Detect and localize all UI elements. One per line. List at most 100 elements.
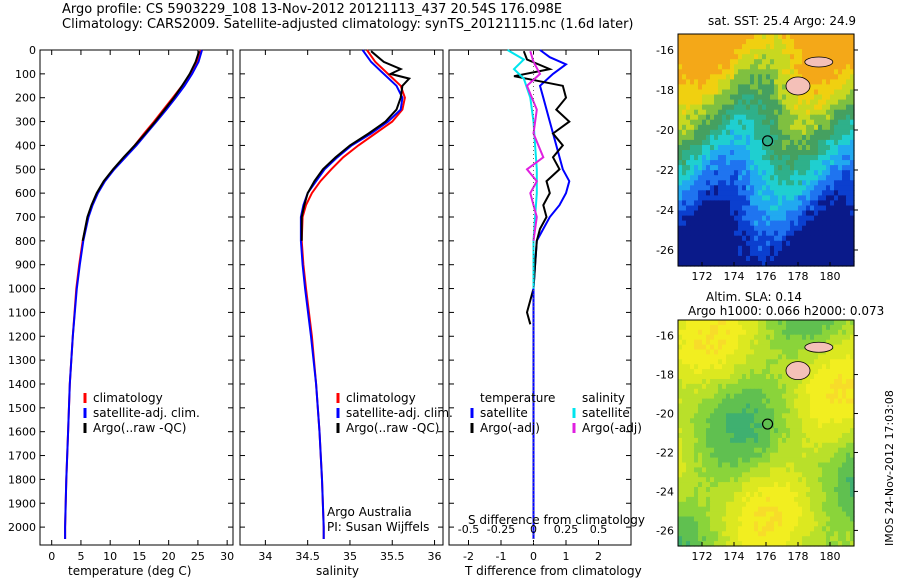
difference-legend-label: satellite [582,406,630,420]
salinity-xtick-label: 35 [343,550,357,563]
header-title-line1: Argo profile: CS 5903229_108 13-Nov-2012… [62,2,563,17]
temperature-xtick-label: 15 [132,550,146,563]
difference-xlabel: T difference from climatology [465,564,642,578]
sla-map-ytick-label: -16 [656,330,674,343]
salinity-xtick-label: 35.5 [380,550,405,563]
temperature-legend-label: satellite-adj. clim. [93,406,200,420]
depth-tick-label: 1700 [8,450,36,463]
salinity-annotation-line2: PI: Susan Wijffels [327,520,430,534]
footer-stamp: IMOS 24-Nov-2012 17:03:08 [883,390,896,546]
sla-map-ytick-label: -20 [656,408,674,421]
difference-legend-label: Argo(-adj) [582,421,642,435]
difference-xtick-label: 1 [563,550,570,563]
temperature-xtick-label: 20 [162,550,176,563]
temperature-xtick-label: 0 [48,550,55,563]
difference-legend-label: satellite [480,406,528,420]
salinity-annotation-line1: Argo Australia [327,505,412,519]
sst-map-ytick-label: -22 [656,164,674,177]
depth-tick-label: 500 [15,163,36,176]
depth-tick-label: 1100 [8,306,36,319]
depth-tick-label: 800 [15,235,36,248]
depth-tick-label: 200 [15,92,36,105]
salinity-legend-label: satellite-adj. clim. [346,406,453,420]
difference-xtick-label: 0 [530,550,537,563]
salinity-xtick-label: 34 [258,550,272,563]
salinity-legend-label: Argo(..raw -QC) [346,421,439,435]
temperature-series-2 [81,50,201,241]
sst-float-marker [761,135,774,147]
temperature-series-1 [64,49,203,539]
salinity-xtick-label: 34.5 [295,550,320,563]
salinity-legend-label: climatology [346,391,416,405]
sla-map [678,320,855,547]
sla-island-vanua-levu [804,341,834,353]
sla-map-ytick-label: -24 [656,485,674,498]
sla-map-xtick-label: 176 [756,550,777,563]
sst-map-xtick-label: 178 [788,270,809,283]
difference-xlabel-top: S difference from climatology [468,513,645,527]
sla-float-marker [761,418,774,430]
sla-map-ytick-label: -26 [656,524,674,537]
salinity-plot-frame [239,49,444,546]
salinity-diff-tick-label: -0.25 [487,523,515,536]
difference-legend-label: Argo(-adj) [480,421,540,435]
sla-map-title-line2: Argo h1000: 0.066 h2000: 0.073 [688,304,885,318]
depth-tick-label: 1200 [8,330,36,343]
temperature-legend-label: Argo(..raw -QC) [93,421,186,435]
depth-tick-label: 100 [15,68,36,81]
sst-map-ytick-label: -20 [656,124,674,137]
temperature-xlabel: temperature (deg C) [68,564,192,578]
depth-tick-label: 0 [29,44,36,57]
difference-legend-title-salinity: salinity [582,391,625,405]
temperature-xtick-label: 10 [103,550,117,563]
sst-island-viti-levu [785,76,811,96]
salinity-series-1 [299,49,404,539]
temperature-xtick-label: 25 [191,550,205,563]
sst-map-title: sat. SST: 25.4 Argo: 24.9 [708,14,857,28]
temperature-plot-frame [39,49,234,546]
salinity-xtick-label: 36 [428,550,442,563]
sst-map-ytick-label: -24 [656,204,674,217]
temperature-series-0 [64,49,202,539]
header-title-line2: Climatology: CARS2009. Satellite-adjuste… [62,17,634,32]
depth-tick-label: 300 [15,116,36,129]
salinity-diff-tick-label: 0.25 [554,523,579,536]
difference-xtick-label: -2 [463,550,474,563]
temperature-legend-label: climatology [93,391,163,405]
depth-tick-label: 2000 [8,521,36,534]
sst-map-ytick-label: -18 [656,84,674,97]
depth-tick-label: 1600 [8,426,36,439]
sla-map-xtick-label: 180 [820,550,841,563]
difference-plot-frame [448,49,632,546]
depth-tick-label: 1800 [8,473,36,486]
salinity-diff-tick-label: -0.5 [458,523,479,536]
sst-map-xtick-label: 174 [724,270,745,283]
sst-map-xtick-label: 176 [756,270,777,283]
depth-tick-label: 1300 [8,354,36,367]
sla-map-ytick-label: -18 [656,369,674,382]
depth-tick-label: 600 [15,187,36,200]
salinity-series-2 [300,50,412,241]
salinity-xlabel: salinity [316,564,360,578]
sst-map [678,34,855,267]
difference-series-0 [532,49,571,289]
depth-tick-label: 700 [15,211,36,224]
depth-tick-label: 400 [15,139,36,152]
sst-map-ytick-label: -16 [656,44,674,57]
sst-island-vanua-levu [804,56,834,68]
depth-tick-label: 900 [15,259,36,272]
difference-series-3 [525,50,545,241]
salinity-series-0 [300,49,406,539]
salinity-diff-tick-label: 0 [530,523,537,536]
sla-map-xtick-label: 174 [724,550,745,563]
sla-map-xtick-label: 172 [692,550,713,563]
sst-map-xtick-label: 180 [820,270,841,283]
temperature-xtick-label: 5 [77,550,84,563]
sst-map-ytick-label: -26 [656,244,674,257]
sla-map-ytick-label: -22 [656,446,674,459]
temperature-xtick-label: 30 [220,550,234,563]
difference-xtick-label: -1 [496,550,507,563]
difference-series-1 [513,50,571,325]
difference-legend-title-temperature: temperature [480,391,555,405]
